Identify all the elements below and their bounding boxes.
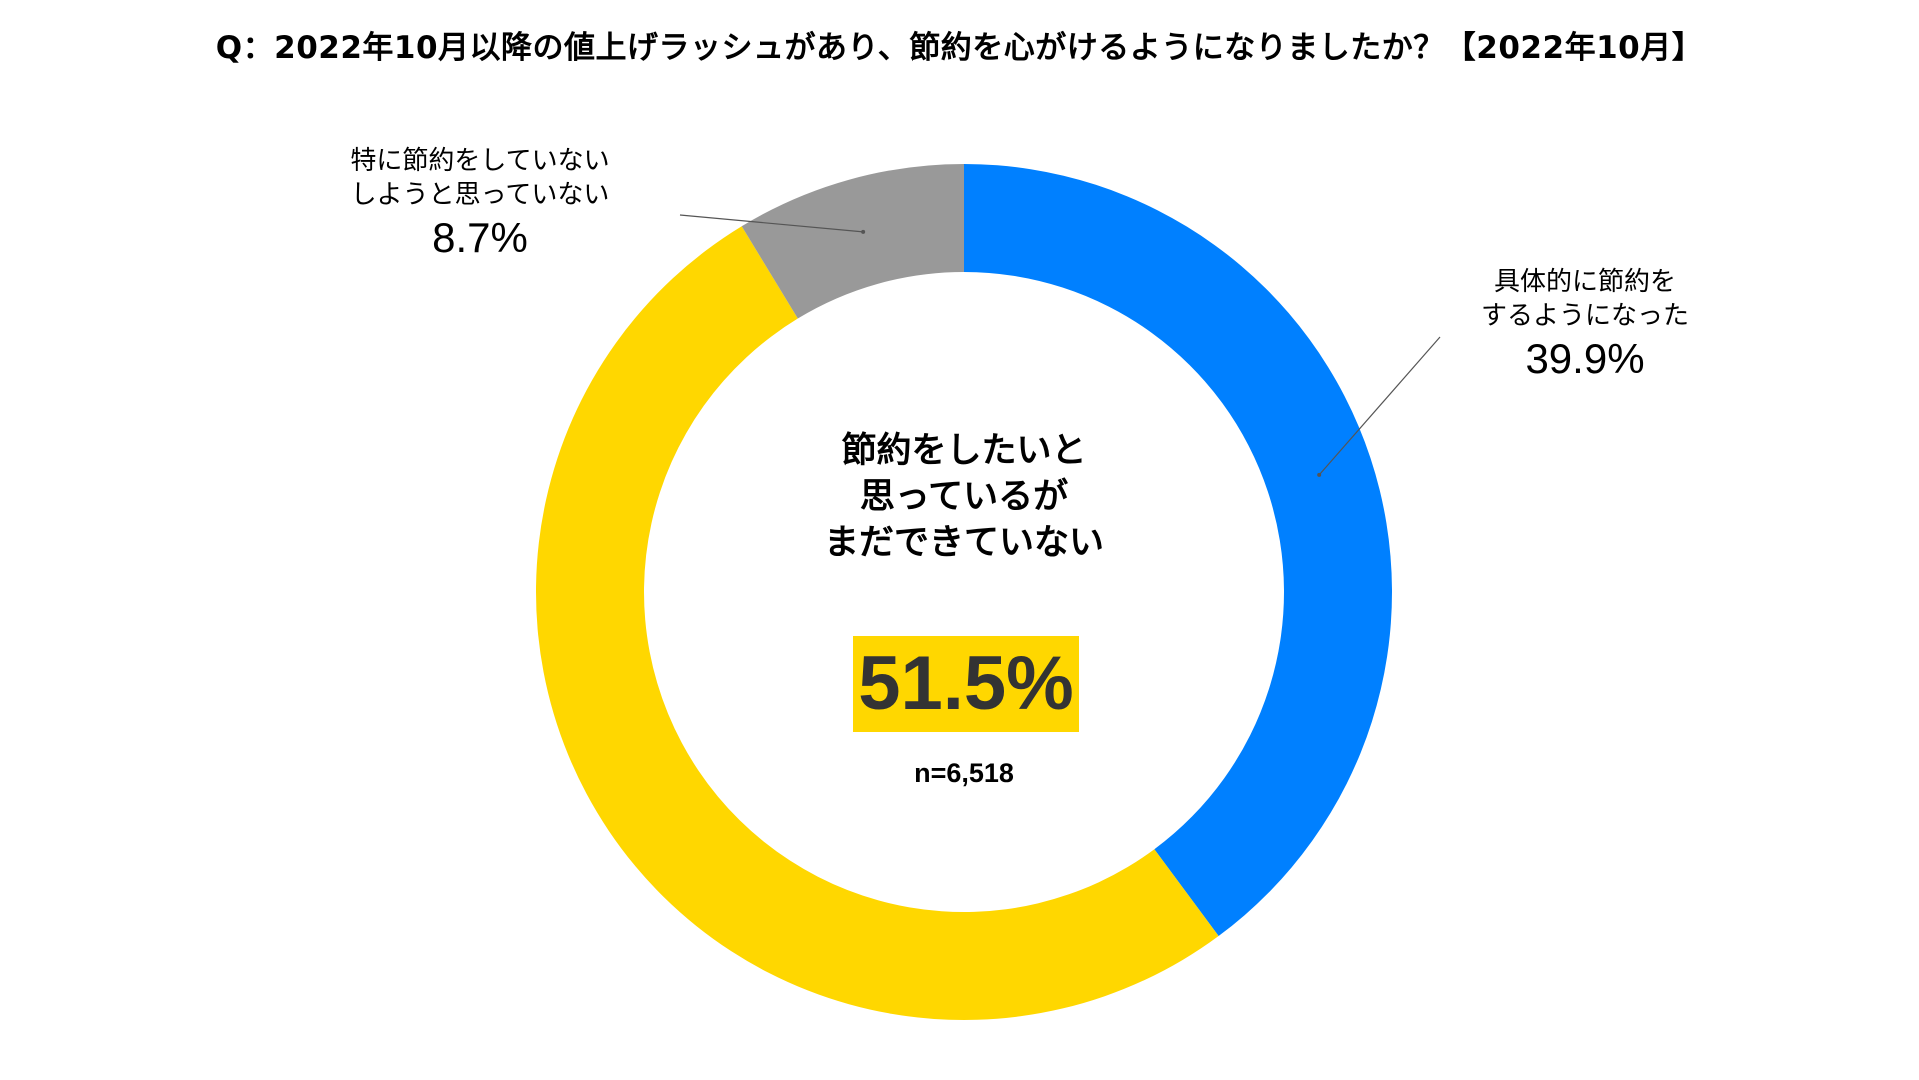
label-saving-actively-line-1: 具体的に節約を — [1493, 267, 1676, 297]
label-not-saving-line-2: しようと思っていない — [350, 180, 610, 210]
leader-dot-done — [1317, 472, 1322, 477]
label-not-saving-percent: 8.7% — [432, 214, 528, 261]
label-saving-actively-line-2: するようになった — [1480, 301, 1689, 331]
center-label-want-to-save: 節約をしたいと 思っているが まだできていない — [764, 428, 1164, 566]
center-label-line-3: まだできていない — [823, 523, 1104, 563]
chart-title: Q：2022年10月以降の値上げラッシュがあり、節約を心がけるようになりましたか… — [215, 30, 1704, 66]
leader-line-done — [1318, 336, 1441, 476]
leader-line-other — [679, 214, 864, 233]
center-label-line-1: 節約をしたいと — [841, 431, 1087, 471]
leader-dot-other — [861, 229, 866, 234]
center-label-line-2: 思っているが — [859, 477, 1069, 517]
donut-slice-other — [741, 164, 964, 319]
label-not-saving-line-1: 特に節約をしていない — [350, 146, 610, 176]
donut-slice-done — [964, 164, 1392, 937]
label-saving-actively-percent: 39.9% — [1525, 335, 1645, 382]
sample-size: n=6,518 — [914, 758, 1014, 788]
label-saving-actively: 具体的に節約を するようになった 39.9% — [1430, 265, 1740, 385]
label-not-saving: 特に節約をしていない しようと思っていない 8.7% — [325, 144, 635, 264]
center-percent-highlight: 51.5% — [853, 636, 1079, 732]
donut-slice-want — [535, 226, 1219, 1021]
